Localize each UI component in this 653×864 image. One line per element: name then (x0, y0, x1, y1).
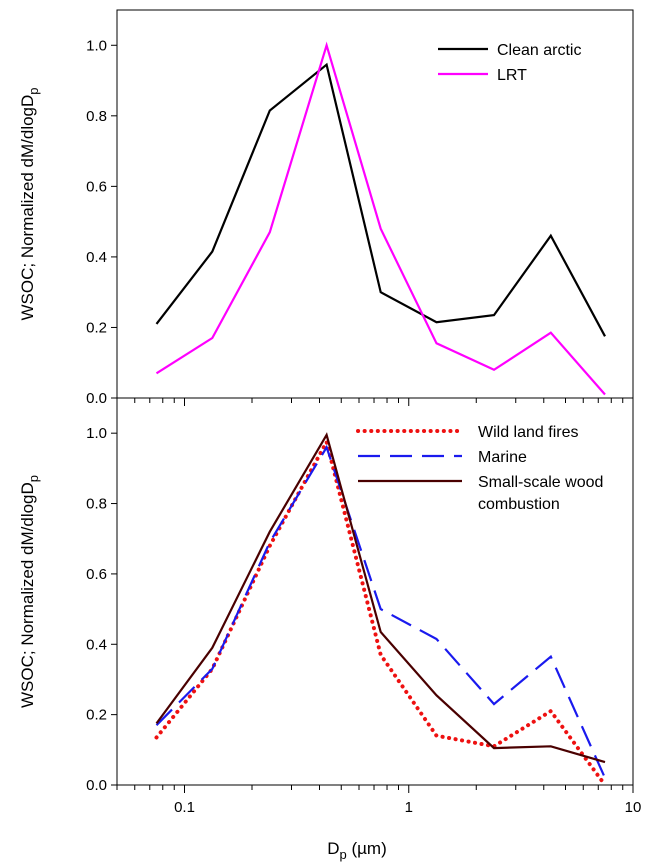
series-line-small-scale-wood-combustion (155, 432, 606, 764)
plot-frame (116, 397, 634, 786)
y-tick-label: 0.8 (86, 108, 107, 125)
x-axis-title-main: D (327, 839, 339, 858)
y-tick-label: 0.2 (86, 319, 107, 336)
y-tick-label: 0.0 (86, 777, 107, 794)
y-tick-label: 0.4 (86, 636, 107, 653)
x-axis-title-unit: (µm) (347, 839, 387, 858)
legend-label: Clean arctic (497, 42, 581, 59)
legend-label: LRT (497, 67, 527, 84)
y-tick-label: 0.6 (86, 178, 107, 195)
y-tick-label: 0.8 (86, 496, 107, 513)
y-axis-title-main: WSOC; Normalized dM/dlogD (18, 95, 37, 321)
y-tick-label: 0.4 (86, 249, 107, 266)
series-line-marine (155, 444, 607, 779)
y-axis-title: WSOC; Normalized dM/dlogDp (18, 87, 41, 320)
x-tick-label: 0.1 (174, 799, 195, 816)
panel-top: 0.0 0.2 0.4 0.6 0.8 1.0 WSOC; Normalized dM/dl… (18, 9, 634, 407)
legend: Clean arctic LRT (438, 42, 581, 84)
legend: Wild land fires Marine Small-scale wood com… (356, 424, 603, 513)
y-axis-title-main: WSOC; Normalized dM/dlogD (18, 482, 37, 708)
y-tick-label: 0.6 (86, 566, 107, 583)
y-tick-label: 0.2 (86, 707, 107, 724)
y-axis-title-subscript: p (26, 475, 41, 482)
series-line-clean-arctic (155, 62, 606, 337)
y-tick-label: 1.0 (86, 37, 107, 54)
y-tick-label: 0.0 (86, 390, 107, 407)
legend-label: Marine (478, 449, 527, 466)
legend-label: combustion (478, 496, 560, 513)
legend-label: Wild land fires (478, 424, 578, 441)
x-axis-title: Dp (µm) (327, 839, 387, 862)
series-line-lrt (155, 41, 606, 396)
x-axis-title-subscript: p (340, 847, 347, 862)
legend-label: Small-scale wood (478, 474, 603, 491)
y-axis-title: WSOC; Normalized dM/dlogDp (18, 475, 41, 708)
y-tick-label: 1.0 (86, 425, 107, 442)
x-tick-label: 1 (405, 799, 413, 816)
panel-bottom: 0.0 0.2 0.4 0.6 0.8 1.0 0.1 1 10 WSOC; Normalized… (18, 397, 642, 862)
series-line-wild-land-fires (154, 436, 607, 787)
x-tick-label: 10 (625, 799, 642, 816)
y-axis-title-subscript: p (26, 87, 41, 94)
